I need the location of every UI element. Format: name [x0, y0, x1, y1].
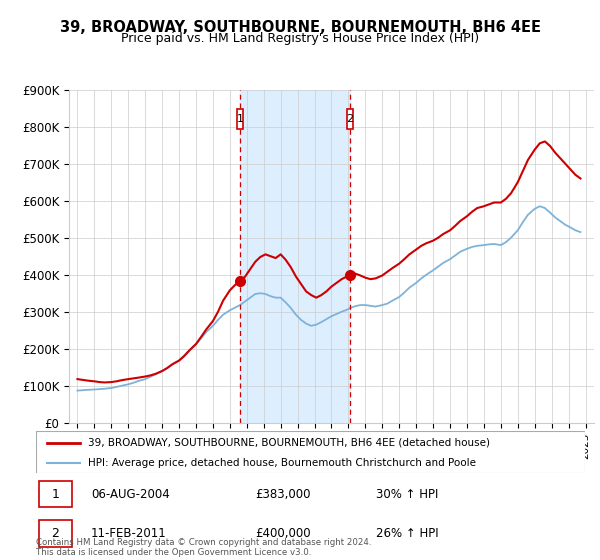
- Text: 26% ↑ HPI: 26% ↑ HPI: [376, 527, 439, 540]
- Text: 30% ↑ HPI: 30% ↑ HPI: [376, 488, 439, 501]
- Text: 06-AUG-2004: 06-AUG-2004: [91, 488, 170, 501]
- Text: 39, BROADWAY, SOUTHBOURNE, BOURNEMOUTH, BH6 4EE (detached house): 39, BROADWAY, SOUTHBOURNE, BOURNEMOUTH, …: [88, 438, 490, 448]
- Text: Contains HM Land Registry data © Crown copyright and database right 2024.
This d: Contains HM Land Registry data © Crown c…: [36, 538, 371, 557]
- Text: 1: 1: [51, 488, 59, 501]
- FancyBboxPatch shape: [39, 481, 71, 507]
- Text: 11-FEB-2011: 11-FEB-2011: [91, 527, 167, 540]
- Text: 1: 1: [236, 114, 244, 124]
- FancyBboxPatch shape: [237, 109, 243, 129]
- Text: £400,000: £400,000: [256, 527, 311, 540]
- Text: Price paid vs. HM Land Registry's House Price Index (HPI): Price paid vs. HM Land Registry's House …: [121, 32, 479, 45]
- Text: HPI: Average price, detached house, Bournemouth Christchurch and Poole: HPI: Average price, detached house, Bour…: [88, 458, 476, 468]
- Text: £383,000: £383,000: [256, 488, 311, 501]
- FancyBboxPatch shape: [39, 520, 71, 547]
- FancyBboxPatch shape: [36, 431, 585, 473]
- FancyBboxPatch shape: [347, 109, 353, 129]
- Bar: [240, 90, 350, 423]
- Text: 39, BROADWAY, SOUTHBOURNE, BOURNEMOUTH, BH6 4EE: 39, BROADWAY, SOUTHBOURNE, BOURNEMOUTH, …: [59, 20, 541, 35]
- Text: 2: 2: [51, 527, 59, 540]
- Text: 2: 2: [347, 114, 353, 124]
